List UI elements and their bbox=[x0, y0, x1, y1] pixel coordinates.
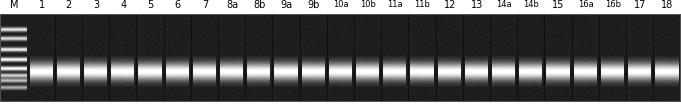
Text: 2: 2 bbox=[65, 0, 72, 10]
Text: 18: 18 bbox=[661, 0, 674, 10]
Text: 10a: 10a bbox=[333, 0, 349, 9]
Text: 16b: 16b bbox=[605, 0, 621, 9]
Text: 8a: 8a bbox=[226, 0, 238, 10]
Text: 12: 12 bbox=[443, 0, 456, 10]
Text: 13: 13 bbox=[471, 0, 483, 10]
Text: 9b: 9b bbox=[308, 0, 320, 10]
Text: 6: 6 bbox=[174, 0, 180, 10]
Text: 14a: 14a bbox=[496, 0, 512, 9]
Text: 4: 4 bbox=[120, 0, 126, 10]
Text: 9a: 9a bbox=[281, 0, 293, 10]
Text: 14b: 14b bbox=[524, 0, 539, 9]
Text: 16a: 16a bbox=[578, 0, 594, 9]
Text: 10b: 10b bbox=[360, 0, 376, 9]
Text: 11a: 11a bbox=[387, 0, 403, 9]
Text: 7: 7 bbox=[202, 0, 208, 10]
Text: 3: 3 bbox=[93, 0, 99, 10]
Text: 8b: 8b bbox=[253, 0, 266, 10]
Text: 11b: 11b bbox=[415, 0, 430, 9]
Text: 5: 5 bbox=[147, 0, 153, 10]
Text: M: M bbox=[10, 0, 18, 10]
Text: 17: 17 bbox=[634, 0, 646, 10]
Text: 1: 1 bbox=[39, 0, 45, 10]
Text: 15: 15 bbox=[552, 0, 565, 10]
